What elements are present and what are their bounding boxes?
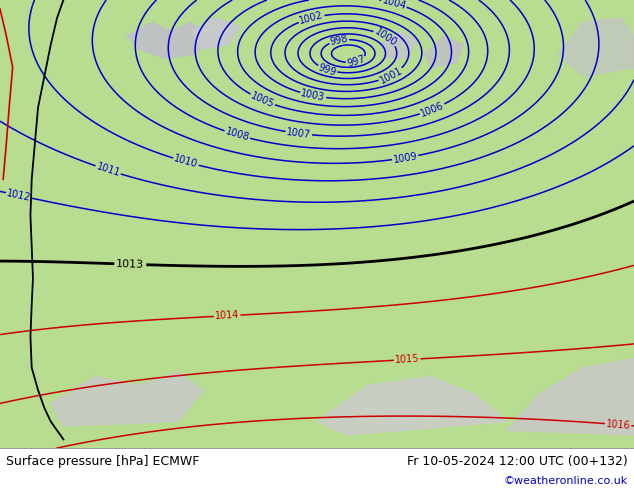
Polygon shape — [558, 18, 634, 76]
Text: 1000: 1000 — [373, 26, 399, 48]
Text: 1005: 1005 — [249, 91, 276, 110]
Text: 1015: 1015 — [394, 354, 420, 365]
Text: 1002: 1002 — [298, 10, 325, 26]
Polygon shape — [425, 36, 463, 67]
Text: 1013: 1013 — [116, 259, 145, 270]
Text: 1016: 1016 — [605, 418, 631, 431]
Text: 1010: 1010 — [172, 154, 199, 170]
Text: ©weatheronline.co.uk: ©weatheronline.co.uk — [503, 476, 628, 486]
Text: 1001: 1001 — [378, 65, 404, 86]
Polygon shape — [51, 372, 203, 426]
Text: 1006: 1006 — [419, 100, 446, 119]
Text: 1004: 1004 — [381, 0, 407, 11]
Text: 1007: 1007 — [286, 127, 311, 140]
Polygon shape — [190, 18, 241, 49]
Text: 999: 999 — [317, 62, 338, 77]
Text: 998: 998 — [329, 34, 349, 47]
Text: 1014: 1014 — [215, 310, 240, 321]
Text: 1009: 1009 — [392, 151, 418, 165]
Text: 1008: 1008 — [224, 126, 250, 143]
Polygon shape — [380, 31, 418, 58]
Text: 997: 997 — [346, 54, 366, 69]
Polygon shape — [317, 377, 507, 435]
Text: Fr 10-05-2024 12:00 UTC (00+132): Fr 10-05-2024 12:00 UTC (00+132) — [407, 456, 628, 468]
Text: 1011: 1011 — [95, 162, 121, 178]
Polygon shape — [507, 359, 634, 435]
Text: 1012: 1012 — [6, 188, 32, 203]
Text: 1003: 1003 — [300, 88, 326, 103]
Text: Surface pressure [hPa] ECMWF: Surface pressure [hPa] ECMWF — [6, 456, 200, 468]
Polygon shape — [127, 23, 209, 58]
